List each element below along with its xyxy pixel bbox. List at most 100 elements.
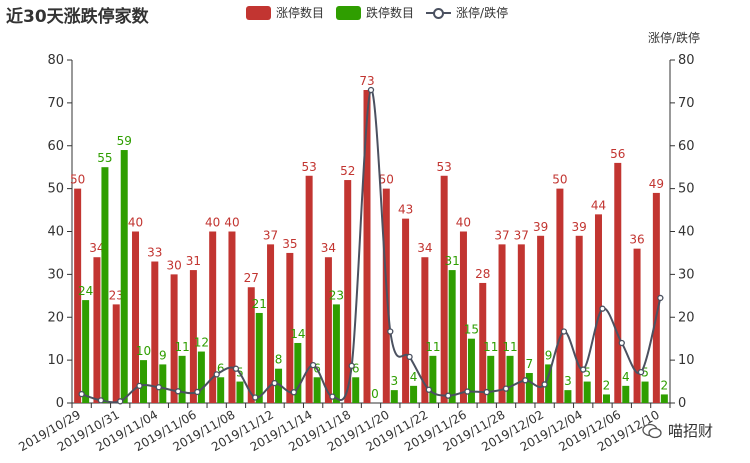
y-tick-label-right: 10 — [678, 353, 695, 368]
bar[interactable] — [467, 338, 475, 403]
ratio-point[interactable] — [194, 388, 201, 396]
bar[interactable] — [286, 252, 294, 403]
ratio-point[interactable] — [483, 388, 490, 396]
bar[interactable] — [633, 248, 641, 403]
bar[interactable] — [421, 257, 429, 403]
bar[interactable] — [209, 231, 217, 404]
bar[interactable] — [537, 235, 545, 403]
bar[interactable] — [305, 175, 313, 403]
bar[interactable] — [74, 188, 82, 403]
bar[interactable] — [479, 282, 487, 403]
bar[interactable] — [112, 304, 120, 403]
bar[interactable] — [275, 368, 283, 403]
ratio-point[interactable] — [367, 86, 375, 94]
ratio-point[interactable] — [136, 382, 143, 390]
bar[interactable] — [448, 270, 456, 403]
bar[interactable] — [236, 381, 244, 403]
bar[interactable] — [556, 188, 564, 403]
bar[interactable] — [652, 192, 660, 403]
ratio-point[interactable] — [348, 362, 355, 369]
legend-item-limit-down[interactable]: 跌停数目 — [336, 4, 414, 21]
bar[interactable] — [498, 244, 506, 403]
bar-value-label: 6 — [217, 361, 225, 375]
bar[interactable] — [228, 231, 236, 404]
bar[interactable] — [178, 355, 186, 403]
bar[interactable] — [247, 287, 255, 403]
bar[interactable] — [255, 312, 263, 403]
bar[interactable] — [217, 377, 225, 403]
ratio-point[interactable] — [618, 339, 625, 347]
ratio-point[interactable] — [657, 294, 664, 302]
ratio-point[interactable] — [97, 397, 105, 404]
bar[interactable] — [410, 385, 418, 403]
ratio-point[interactable] — [560, 328, 568, 335]
bar[interactable] — [151, 261, 159, 403]
bar[interactable] — [352, 377, 360, 403]
bar[interactable] — [614, 162, 622, 403]
bar[interactable] — [622, 385, 630, 403]
bar[interactable] — [197, 351, 205, 403]
bar[interactable] — [602, 394, 610, 403]
bar[interactable] — [459, 231, 467, 404]
ratio-point[interactable] — [78, 390, 85, 398]
bar-value-label: 31 — [186, 254, 201, 268]
ratio-point[interactable] — [541, 381, 548, 388]
bar[interactable] — [159, 364, 167, 403]
bar[interactable] — [189, 270, 197, 403]
ratio-point[interactable] — [252, 394, 259, 401]
ratio-point[interactable] — [502, 385, 510, 392]
legend-item-ratio[interactable]: 涨停/跌停 — [426, 4, 508, 21]
ratio-point[interactable] — [522, 377, 529, 384]
bar[interactable] — [660, 394, 668, 403]
bar[interactable] — [583, 381, 591, 403]
bar[interactable] — [641, 381, 649, 403]
bar[interactable] — [517, 244, 525, 403]
ratio-point[interactable] — [309, 361, 317, 369]
bar[interactable] — [402, 218, 410, 403]
bar[interactable] — [93, 257, 101, 403]
ratio-point[interactable] — [329, 393, 336, 400]
bar-value-label: 11 — [174, 340, 189, 354]
bar-value-label: 12 — [194, 336, 209, 350]
ratio-point[interactable] — [425, 386, 433, 393]
legend-swatch-limit-down — [336, 5, 362, 20]
bar[interactable] — [140, 360, 148, 403]
bar[interactable] — [132, 231, 140, 404]
bar[interactable] — [324, 257, 332, 403]
ratio-point[interactable] — [406, 353, 413, 361]
bar[interactable] — [545, 364, 553, 403]
bar[interactable] — [564, 390, 572, 403]
bar[interactable] — [332, 304, 340, 403]
ratio-point[interactable] — [271, 379, 278, 387]
ratio-point[interactable] — [213, 371, 220, 378]
ratio-point[interactable] — [637, 368, 645, 376]
bar[interactable] — [120, 150, 128, 403]
ratio-point[interactable] — [232, 365, 240, 372]
bar[interactable] — [101, 167, 109, 403]
ratio-point[interactable] — [174, 388, 182, 395]
bar[interactable] — [344, 180, 352, 403]
bar[interactable] — [487, 355, 495, 403]
ratio-point[interactable] — [580, 366, 587, 373]
bar[interactable] — [390, 390, 398, 403]
bar[interactable] — [82, 300, 90, 403]
legend-item-limit-up[interactable]: 涨停数目 — [246, 4, 324, 21]
bar[interactable] — [440, 175, 448, 403]
ratio-point[interactable] — [155, 384, 162, 391]
ratio-point[interactable] — [117, 398, 124, 405]
bar[interactable] — [294, 342, 302, 403]
ratio-point[interactable] — [445, 392, 452, 399]
ratio-point[interactable] — [387, 328, 394, 335]
ratio-point[interactable] — [599, 305, 606, 312]
ratio-point[interactable] — [464, 388, 471, 395]
ratio-point[interactable] — [290, 389, 297, 396]
bar[interactable] — [594, 214, 602, 403]
bar[interactable] — [506, 355, 514, 403]
bar[interactable] — [429, 355, 437, 403]
bar[interactable] — [363, 90, 371, 403]
bar[interactable] — [525, 372, 533, 403]
bar[interactable] — [267, 244, 275, 403]
bar[interactable] — [170, 274, 178, 403]
bar[interactable] — [313, 377, 321, 403]
bar[interactable] — [575, 235, 583, 403]
